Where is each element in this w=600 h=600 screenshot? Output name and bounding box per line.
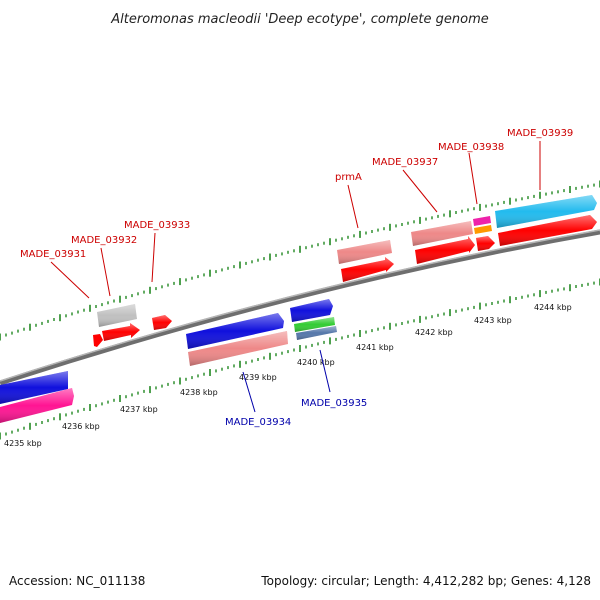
inner-tick-row <box>0 278 600 440</box>
gene-label-prma[interactable]: prmA <box>335 172 362 183</box>
outer-tick-row <box>0 180 600 341</box>
kbp-label: 4239 kbp <box>239 373 277 382</box>
kbp-label: 4243 kbp <box>474 316 512 325</box>
kbp-label: 4236 kbp <box>62 422 100 431</box>
gene-label-made-03937[interactable]: MADE_03937 <box>372 157 438 168</box>
gene-label-made-03939[interactable]: MADE_03939 <box>507 128 573 139</box>
gene-label-made-03934[interactable]: MADE_03934 <box>225 417 291 428</box>
gene-labels: MADE_03931 MADE_03932 MADE_03933 prmA MA… <box>20 128 573 428</box>
kbp-label: 4237 kbp <box>120 405 158 414</box>
gene-features <box>0 195 597 423</box>
gene-label-made-03931[interactable]: MADE_03931 <box>20 249 86 260</box>
kbp-label: 4244 kbp <box>534 303 572 312</box>
gene-made-03931[interactable] <box>93 334 103 347</box>
gene-label-made-03935[interactable]: MADE_03935 <box>301 398 367 409</box>
gene-made-03938[interactable] <box>473 216 491 226</box>
kbp-label: 4240 kbp <box>297 358 335 367</box>
gene-made-03938-orange[interactable] <box>474 225 492 234</box>
genome-summary-text: Topology: circular; Length: 4,412,282 bp… <box>260 574 591 588</box>
kbp-scale: 4235 kbp 4236 kbp 4237 kbp 4238 kbp 4239… <box>4 303 572 448</box>
gene-label-made-03938[interactable]: MADE_03938 <box>438 142 504 153</box>
genome-backbone <box>0 229 600 386</box>
gene-label-made-03932[interactable]: MADE_03932 <box>71 235 137 246</box>
gene-label-made-03933[interactable]: MADE_03933 <box>124 220 190 231</box>
map-title: Alteromonas macleodii 'Deep ecotype', co… <box>110 12 488 27</box>
kbp-label: 4235 kbp <box>4 439 42 448</box>
kbp-label: 4241 kbp <box>356 343 394 352</box>
accession-text: Accession: NC_011138 <box>9 574 145 588</box>
kbp-label: 4242 kbp <box>415 328 453 337</box>
kbp-label: 4238 kbp <box>180 388 218 397</box>
label-leaders <box>50 141 541 413</box>
